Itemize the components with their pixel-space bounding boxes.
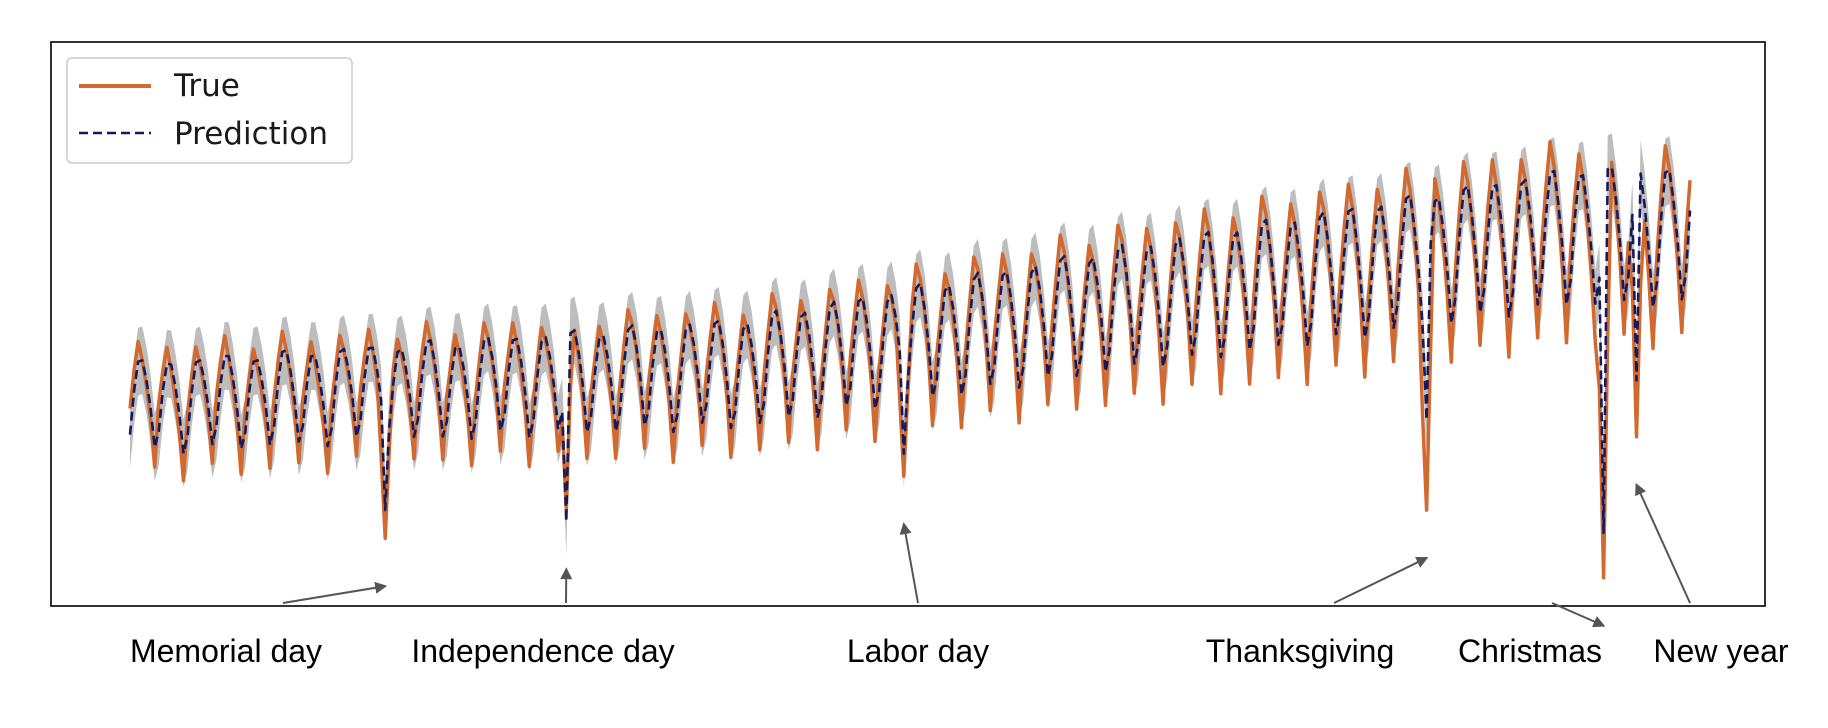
annotation-arrow-labor-day	[899, 522, 919, 604]
annotation-arrow-memorial-day	[282, 581, 388, 604]
plot-frame	[50, 41, 1766, 607]
legend-prediction-label: Prediction	[174, 116, 328, 152]
legend: True Prediction	[66, 57, 353, 164]
annotation-label-labor-day: Labor day	[847, 633, 989, 669]
annotation-label-memorial-day: Memorial day	[130, 633, 322, 669]
annotation-label-new-year: New year	[1653, 633, 1789, 669]
prediction-series-line	[128, 165, 1692, 535]
annotation-label-independence-day: Independence day	[411, 633, 674, 669]
annotation-label-christmas: Christmas	[1458, 633, 1602, 669]
annotation-arrow-christmas	[1551, 602, 1606, 628]
annotation-arrow-new-year	[1635, 482, 1691, 604]
annotation-arrow-thanksgiving	[1333, 556, 1429, 604]
annotation-label-thanksgiving: Thanksgiving	[1206, 633, 1395, 669]
holiday-annotations: Memorial day Independence day Labor day Tha…	[130, 482, 1789, 669]
legend-true-label: True	[173, 68, 240, 104]
